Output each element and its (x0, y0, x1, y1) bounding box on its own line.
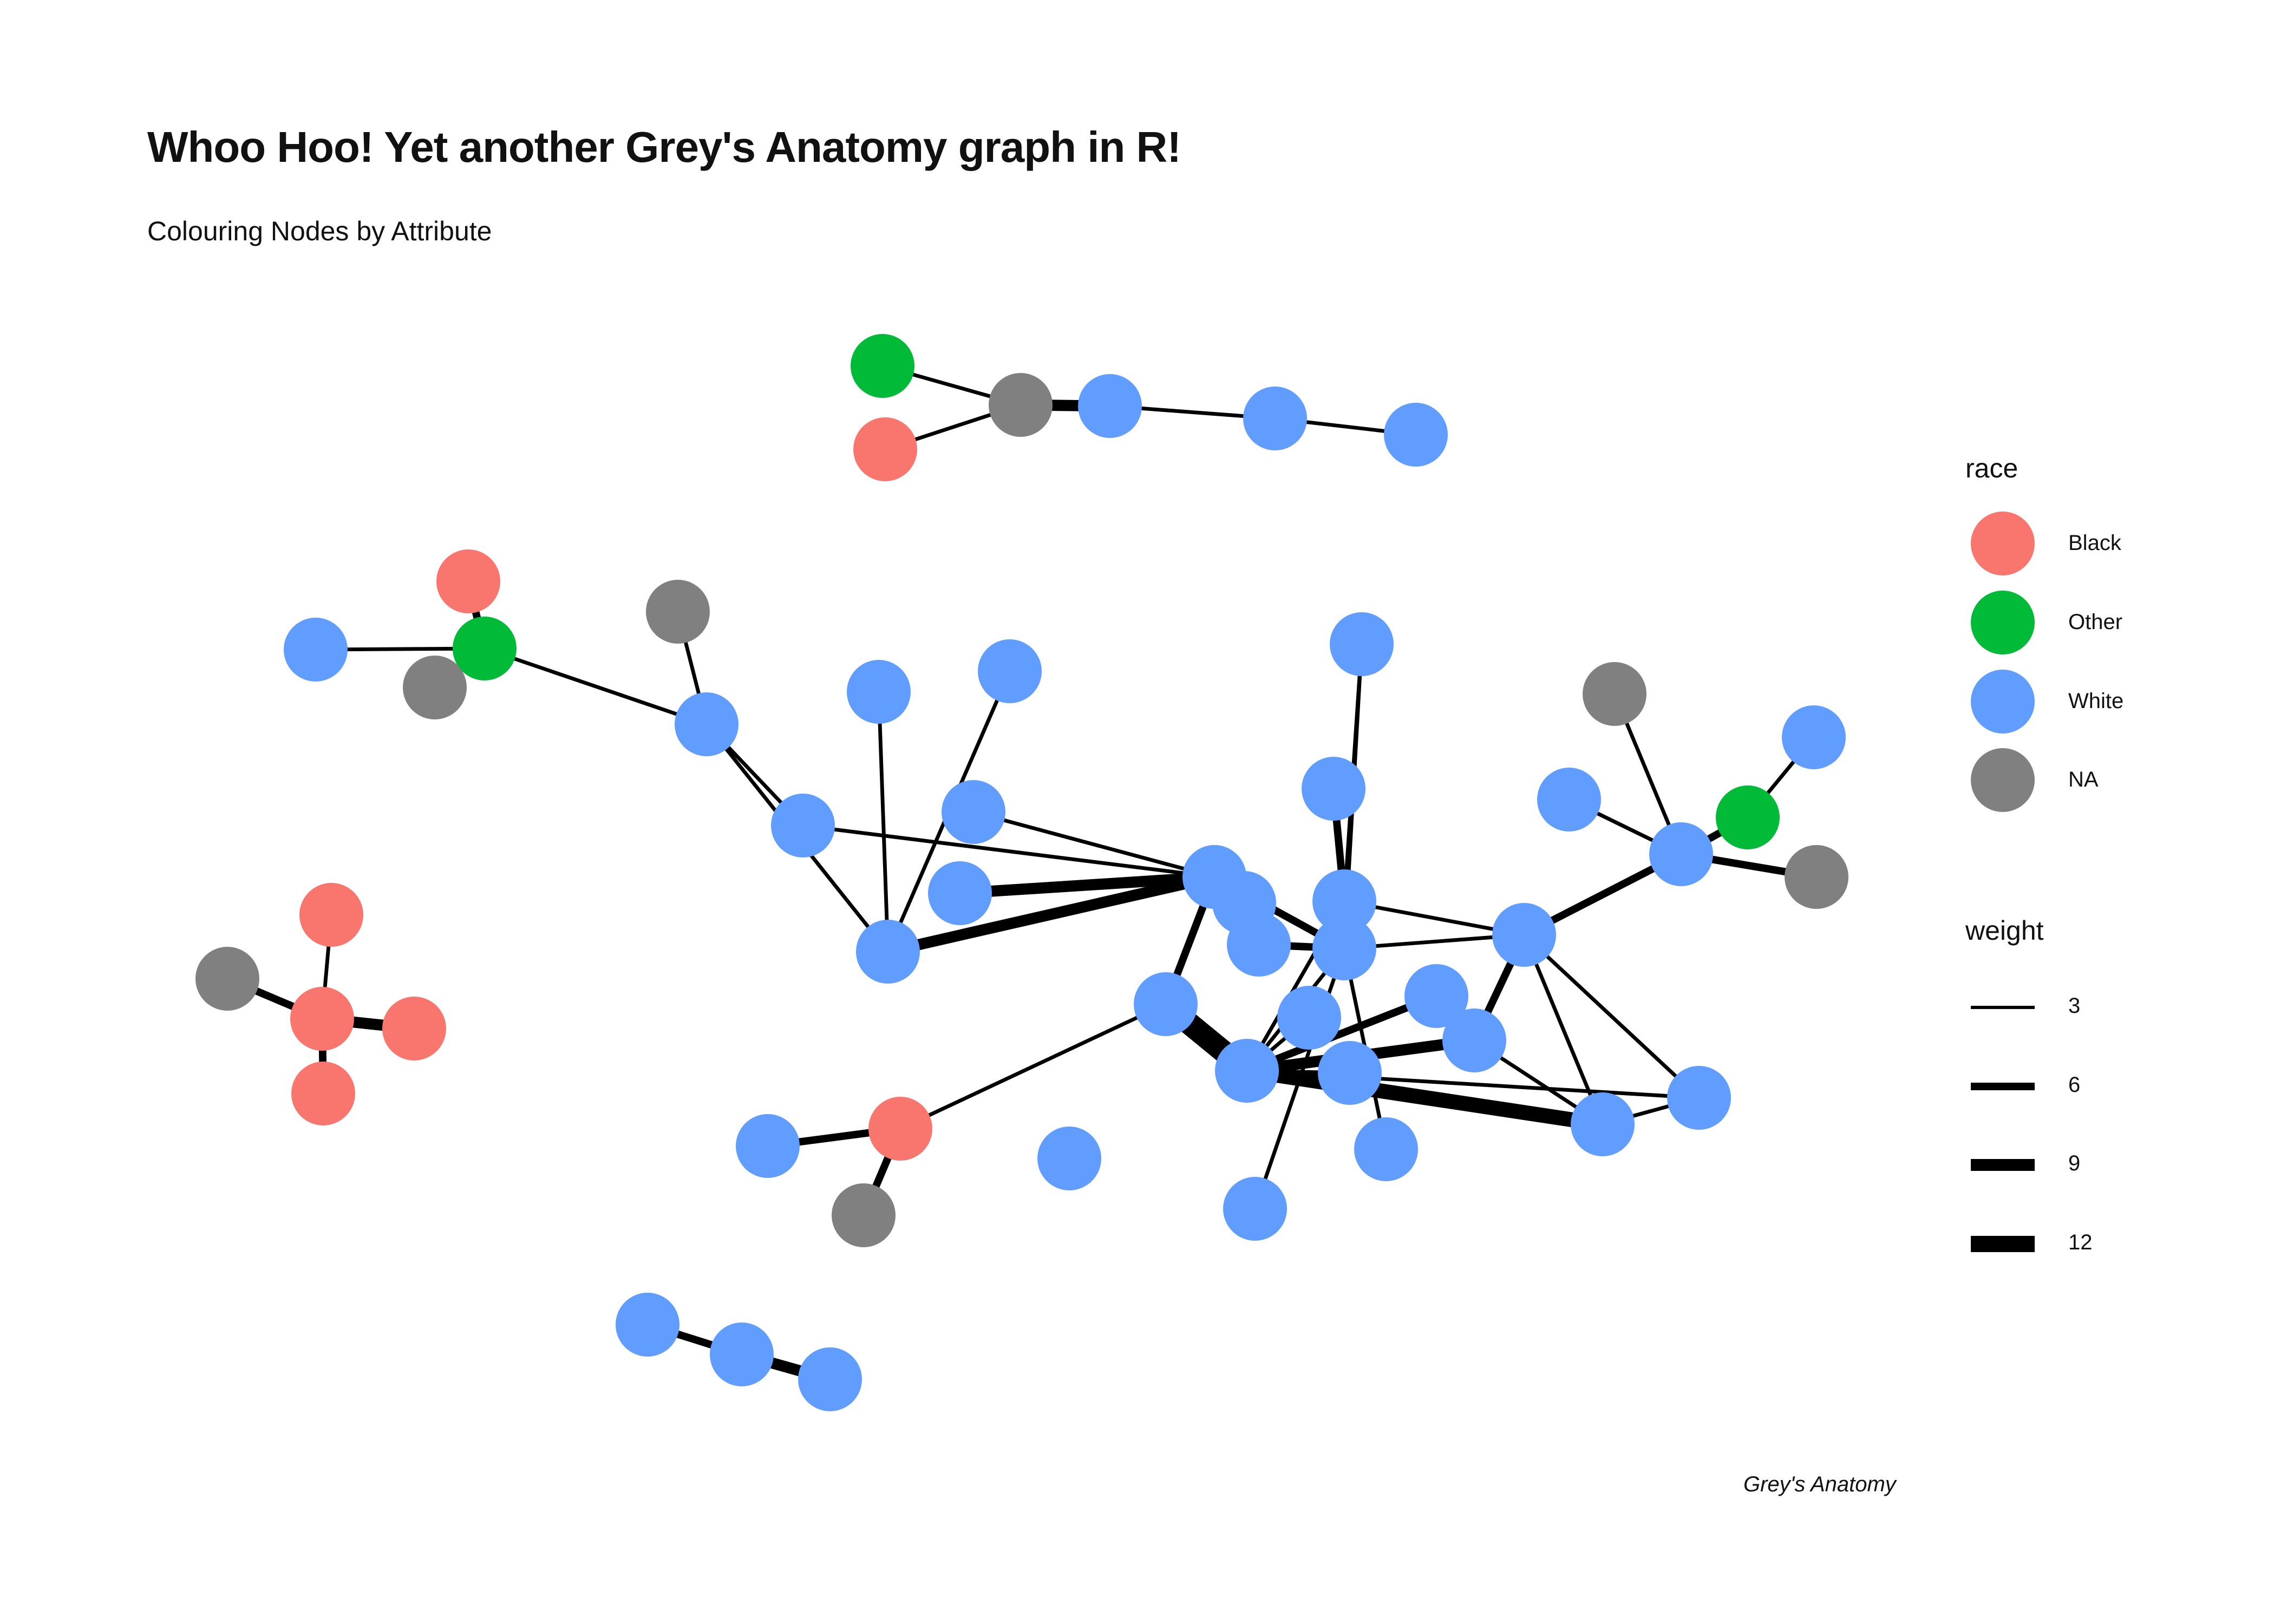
graph-edge (877, 691, 890, 952)
graph-node (675, 692, 739, 756)
graph-edge (1522, 934, 1605, 1125)
graph-edges (226, 364, 1818, 1385)
graph-node (847, 660, 911, 724)
graph-node (453, 617, 517, 680)
graph-node (710, 1322, 774, 1386)
legend-label-other: Other (2068, 610, 2123, 634)
graph-node (1330, 612, 1394, 676)
graph-nodes (195, 334, 1848, 1411)
graph-node (771, 794, 835, 857)
graph-node (1442, 1009, 1506, 1072)
graph-edge (899, 1002, 1167, 1131)
graph-node (1649, 822, 1713, 886)
legend-swatch-na (1971, 748, 2035, 812)
graph-node (299, 883, 363, 947)
graph-node (1354, 1117, 1418, 1181)
graph-node (616, 1293, 679, 1357)
graph-node (928, 861, 992, 925)
graph-node (1318, 1041, 1382, 1105)
legend-label-white: White (2068, 689, 2124, 713)
graph-node (868, 1097, 932, 1161)
graph-node (403, 656, 467, 719)
graph-node (284, 618, 348, 682)
graph-node (856, 920, 920, 984)
graph-node (1583, 662, 1646, 726)
legend-line-weight-3 (1971, 1006, 2035, 1009)
graph-node (1571, 1092, 1635, 1156)
graph-node (736, 1114, 800, 1178)
graph-node (1078, 374, 1142, 438)
legend-label-weight-9: 9 (2068, 1151, 2081, 1175)
graph-node (1667, 1066, 1731, 1130)
graph-node (291, 1062, 355, 1125)
graph-node (1716, 785, 1780, 849)
graph-edge (973, 810, 1215, 879)
graph-edge (1522, 933, 1701, 1099)
graph-edge (886, 871, 1216, 958)
legend-line-weight-9 (1971, 1159, 2035, 1171)
legend-label-black: Black (2068, 531, 2121, 555)
graph-node (851, 334, 914, 398)
graph-node (1384, 403, 1448, 467)
graph-node (1537, 768, 1601, 831)
graph-node (1404, 964, 1468, 1028)
legend-label-na: NA (2068, 768, 2099, 791)
graph-node (942, 780, 1005, 844)
graph-node (989, 373, 1053, 437)
legend-label-weight-3: 3 (2068, 994, 2081, 1018)
graph-node (1134, 972, 1198, 1036)
legend-swatch-white (1971, 670, 2035, 734)
graph-edge (1245, 992, 1438, 1075)
legend-line-weight-6 (1971, 1083, 2035, 1090)
graph-node (798, 1347, 862, 1411)
graph-node (290, 987, 354, 1051)
legend-line-weight-12 (1971, 1236, 2035, 1252)
graph-node (1312, 869, 1376, 933)
graph-edge (959, 871, 1215, 899)
legend-race-title: race (1965, 453, 2018, 483)
chart-title: Whoo Hoo! Yet another Grey's Anatomy gra… (147, 123, 1181, 171)
graph-edge (483, 646, 708, 726)
graph-node (1037, 1127, 1101, 1190)
graph-node (1277, 986, 1341, 1050)
graph-node (436, 549, 500, 613)
legend-weight-title: weight (1965, 915, 2044, 946)
chart-subtitle: Colouring Nodes by Attribute (147, 216, 492, 246)
graph-node (832, 1183, 896, 1247)
legend-label-weight-12: 12 (2068, 1230, 2093, 1254)
caption: Grey's Anatomy (1743, 1472, 1896, 1496)
graph-node (853, 417, 917, 481)
graph-node (1302, 757, 1365, 821)
graph-node (646, 580, 710, 644)
graph-node (1243, 387, 1307, 450)
graph-node (1227, 913, 1291, 977)
graph-node (978, 639, 1042, 703)
graph-node (195, 947, 259, 1011)
legend-swatch-other (1971, 591, 2035, 654)
graph-node (1312, 916, 1376, 980)
graph-node (1782, 705, 1846, 769)
graph-node (382, 997, 446, 1060)
legend-swatch-black (1971, 512, 2035, 575)
graph-node (1223, 1177, 1287, 1241)
graph-node (1492, 903, 1556, 967)
legend-label-weight-6: 6 (2068, 1073, 2081, 1097)
graph-node (1785, 845, 1848, 909)
graph-node (1215, 1039, 1279, 1103)
graph-edge (1245, 1063, 1604, 1132)
graph-edge (802, 823, 1215, 879)
